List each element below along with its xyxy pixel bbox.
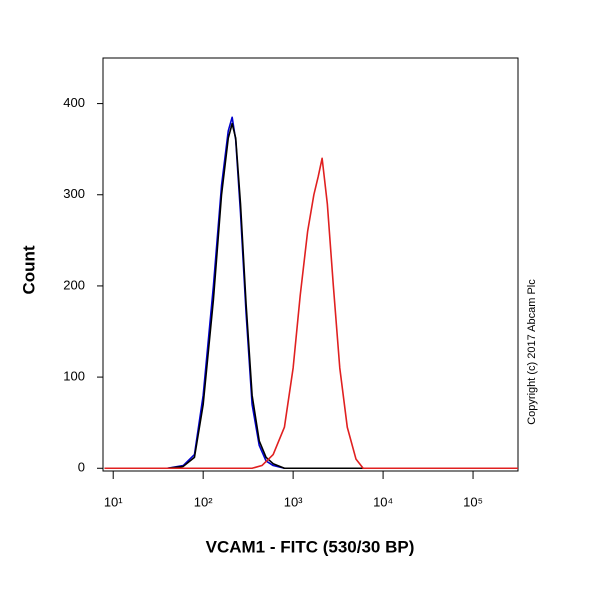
y-axis-title: Count [19, 245, 38, 294]
x-tick-label: 10¹ [104, 494, 123, 509]
y-tick-label: 200 [63, 277, 85, 292]
plot-frame [102, 57, 519, 472]
y-tick-label: 100 [63, 369, 85, 384]
y-tick-label: 400 [63, 95, 85, 110]
x-tick-label: 10⁵ [463, 494, 483, 509]
x-axis-title: VCAM1 - FITC (530/30 BP) [206, 537, 415, 556]
y-tick-label: 300 [63, 186, 85, 201]
x-tick-label: 10⁴ [373, 494, 393, 509]
copyright: Copyright (c) 2017 Abcam Plc [526, 279, 538, 425]
histogram-line [104, 122, 518, 470]
x-tick-label: 10³ [284, 494, 303, 509]
x-tick-label: 10² [194, 494, 213, 509]
y-tick-label: 0 [78, 460, 85, 475]
histogram-line [104, 116, 518, 470]
histogram-line [104, 157, 518, 470]
